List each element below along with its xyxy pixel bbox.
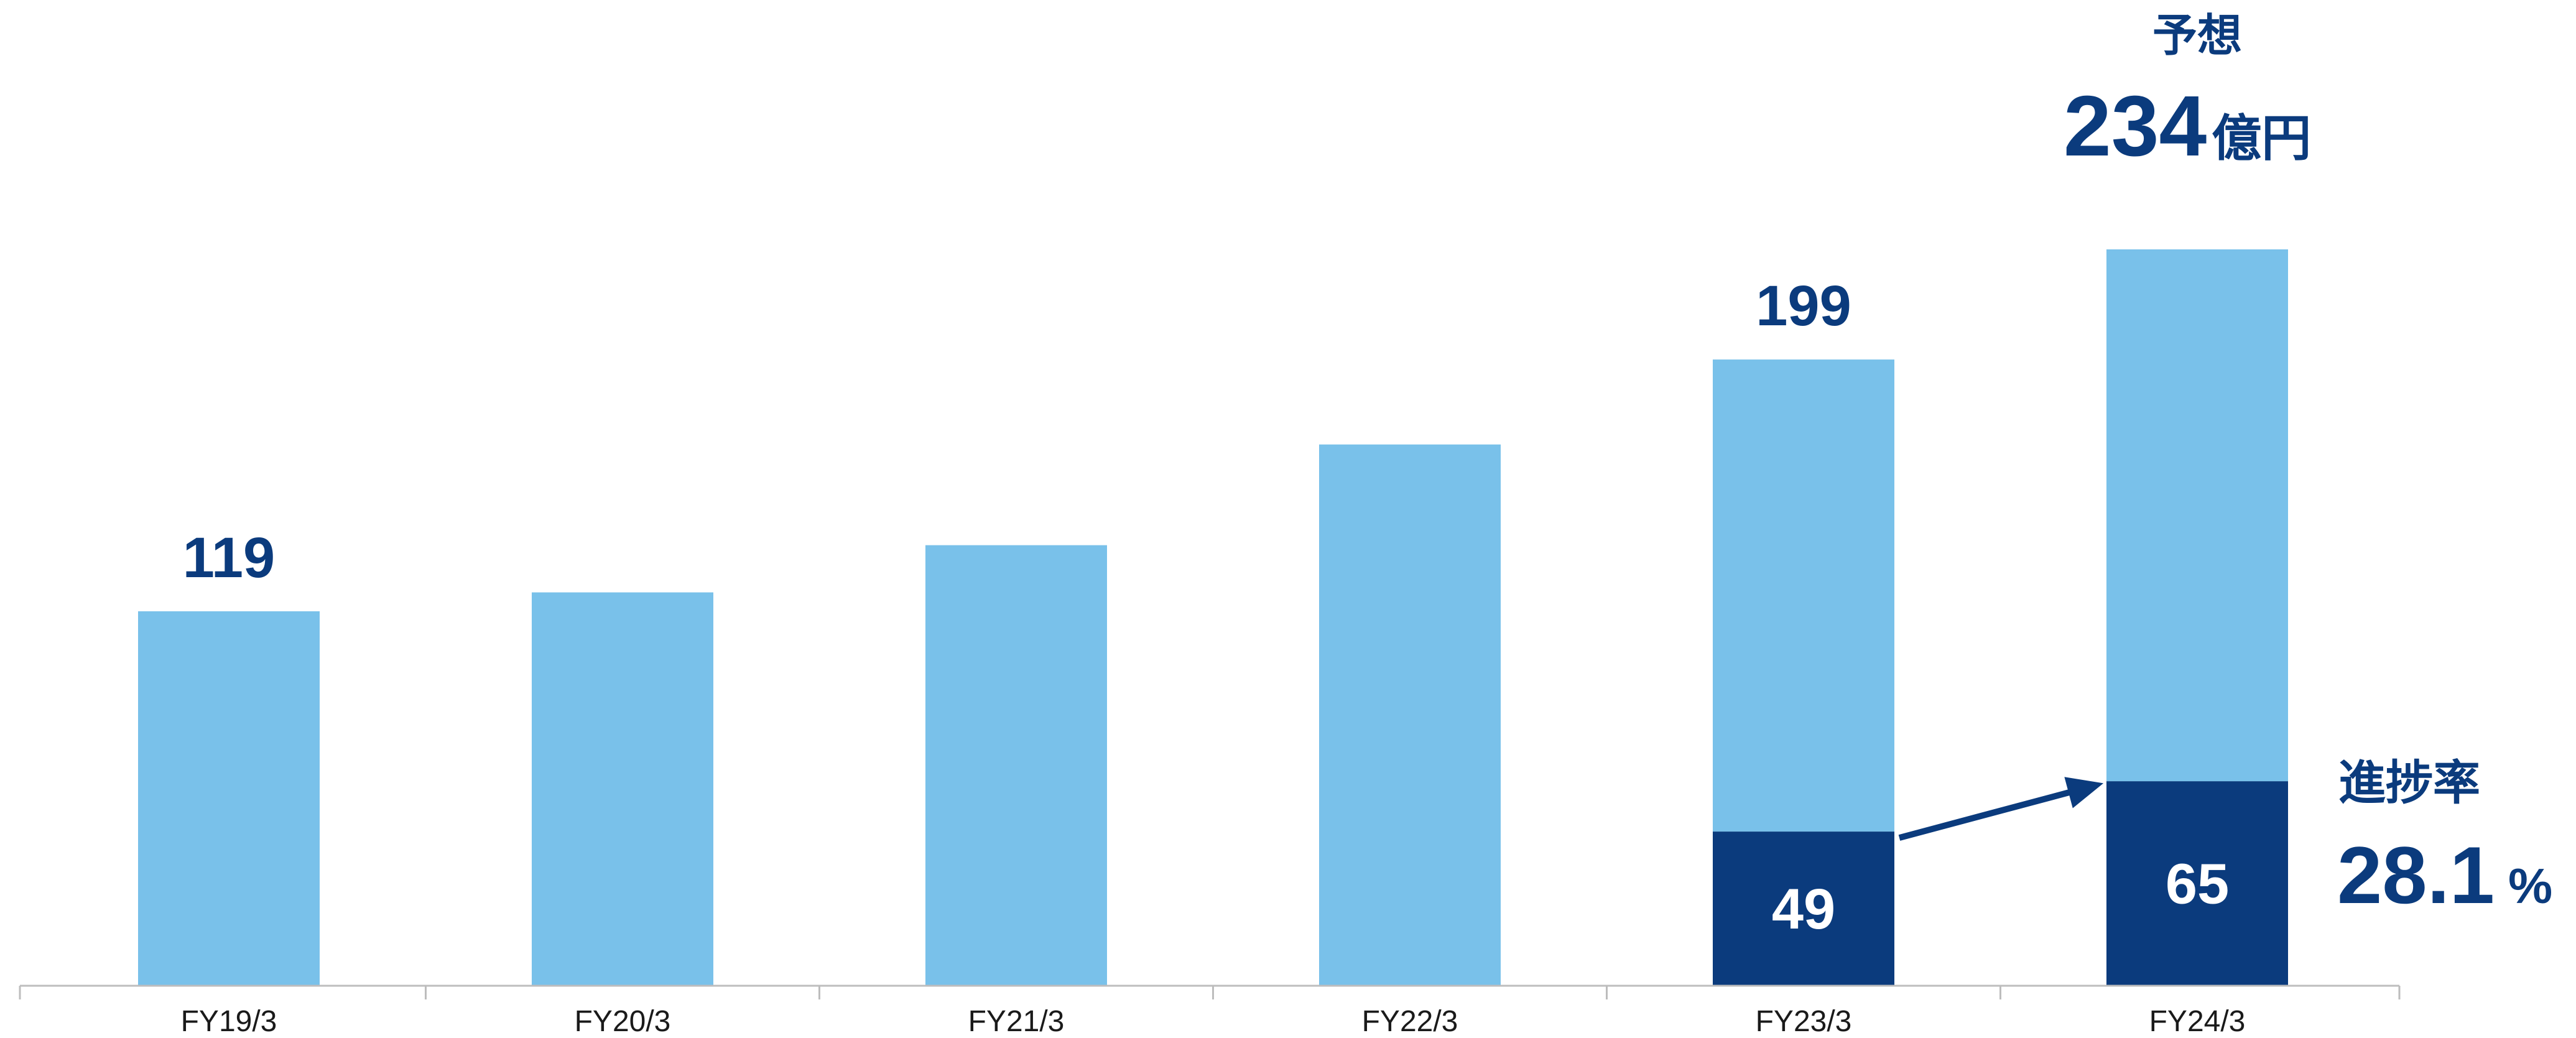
x-tick-label: FY21/3 bbox=[968, 1005, 1065, 1038]
progress-value: 28.1% bbox=[2337, 830, 2552, 920]
labels-group: 119 199 49 65 bbox=[183, 274, 2229, 941]
forecast-unit: 億円 bbox=[2212, 111, 2311, 166]
bars-group bbox=[138, 249, 2288, 986]
bar-segment-fy23-3-s1 bbox=[1713, 359, 1894, 832]
bar-segment-fy24-3-s1 bbox=[2106, 249, 2288, 782]
forecast-value: 234 億円 bbox=[2064, 78, 2311, 174]
x-axis: FY19/3 FY20/3 FY21/3 FY22/3 FY23/3 FY24/3 bbox=[19, 985, 2401, 1038]
bar-segment-fy22-3-s1 bbox=[1319, 444, 1501, 986]
data-label-segment: 65 bbox=[2166, 853, 2229, 916]
x-tick-label: FY24/3 bbox=[2149, 1005, 2246, 1038]
progress-arrow-head bbox=[2064, 777, 2104, 809]
x-tick-label: FY19/3 bbox=[181, 1005, 277, 1038]
x-tick-label: FY22/3 bbox=[1362, 1005, 1458, 1038]
x-tick-label: FY23/3 bbox=[1756, 1005, 1852, 1038]
bar-segment-fy21-3-s1 bbox=[925, 545, 1107, 986]
progress-arrow-line bbox=[1898, 784, 2089, 841]
progress-number: 28.1 bbox=[2337, 830, 2495, 920]
forecast-heading: 予想 bbox=[2152, 11, 2242, 61]
forecast-number: 234 bbox=[2064, 78, 2207, 174]
data-label-total: 119 bbox=[183, 526, 275, 590]
progress-heading: 進捗率 bbox=[2338, 757, 2480, 810]
bar-segment-fy23-3-s0 bbox=[1713, 832, 1894, 986]
bar-segment-fy20-3-s1 bbox=[532, 592, 713, 986]
data-label-total: 199 bbox=[1756, 274, 1851, 338]
progress-unit: % bbox=[2508, 858, 2552, 914]
bar-segment-fy24-3-s0 bbox=[2106, 781, 2288, 986]
data-label-segment: 49 bbox=[1772, 878, 1835, 941]
x-tick-label: FY20/3 bbox=[575, 1005, 671, 1038]
bar-segment-fy19-3-s1 bbox=[138, 611, 320, 986]
